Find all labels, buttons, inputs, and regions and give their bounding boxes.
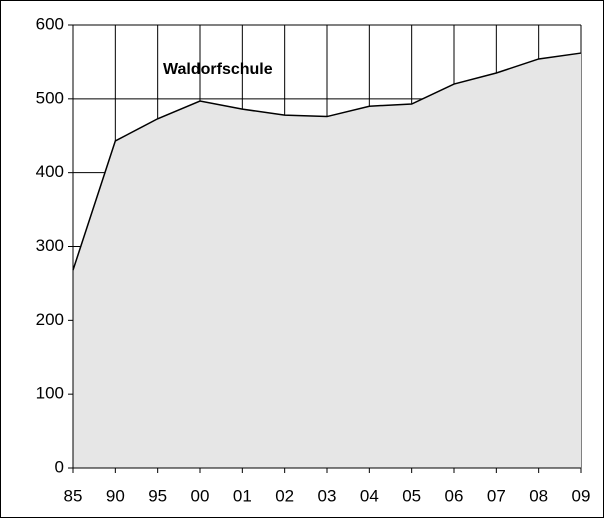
x-tick-label: 00 [191, 486, 210, 505]
x-tick-label: 95 [148, 486, 167, 505]
y-tick-label: 500 [36, 88, 64, 107]
x-tick-label: 01 [233, 486, 252, 505]
y-tick-label: 0 [55, 457, 64, 476]
y-tick-label: 300 [36, 236, 64, 255]
x-tick-label: 06 [445, 486, 464, 505]
x-tick-label: 04 [360, 486, 379, 505]
y-tick-label: 400 [36, 162, 64, 181]
x-tick-label: 07 [487, 486, 506, 505]
x-tick-label: 08 [529, 486, 548, 505]
y-tick-label: 100 [36, 384, 64, 403]
y-tick-label: 200 [36, 310, 64, 329]
x-tick-label: 03 [318, 486, 337, 505]
x-tick-label: 09 [572, 486, 591, 505]
line [72, 52, 582, 271]
area [73, 53, 581, 468]
x-tick-label: 02 [275, 486, 294, 505]
x-tick-label: 05 [402, 486, 421, 505]
x-tick-label: 85 [64, 486, 83, 505]
y-tick-label: 600 [36, 14, 64, 33]
x-tick-label: 90 [106, 486, 125, 505]
chart-title: Waldorfschule [163, 61, 273, 78]
